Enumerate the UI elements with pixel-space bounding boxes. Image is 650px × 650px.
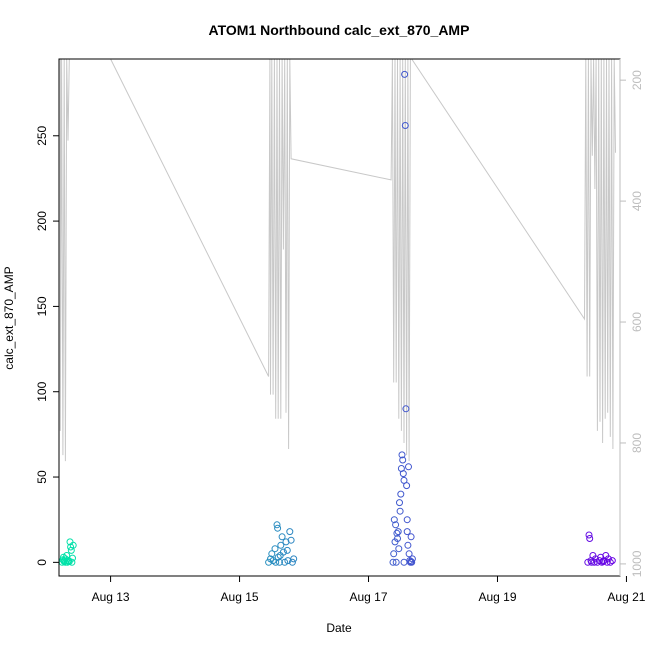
data-point xyxy=(408,558,416,566)
data-point xyxy=(599,558,607,565)
data-point xyxy=(401,70,409,78)
data-point xyxy=(390,516,398,524)
y2-tick-label: 600 xyxy=(630,312,644,332)
chart-title: ATOM1 Northbound calc_ext_870_AMP xyxy=(209,22,470,38)
y-tick-label: 100 xyxy=(35,381,49,401)
data-point xyxy=(608,557,616,565)
data-point xyxy=(276,558,283,566)
data-point xyxy=(288,558,296,566)
y2-tick-label: 1000 xyxy=(630,550,644,577)
data-point xyxy=(399,456,407,464)
data-point xyxy=(60,557,68,565)
data-point xyxy=(403,482,411,490)
y2-tick-label: 400 xyxy=(630,191,644,211)
data-point xyxy=(405,463,412,471)
x-tick-label: Aug 19 xyxy=(478,590,516,604)
data-point xyxy=(402,405,410,413)
data-point xyxy=(268,550,276,558)
depth-line-layer xyxy=(59,58,616,462)
y-axis-right: 200 400 600 800 1000 xyxy=(619,59,644,577)
data-point xyxy=(393,529,401,537)
data-point xyxy=(400,558,408,566)
plot-frame xyxy=(58,58,621,577)
data-point xyxy=(399,470,407,478)
depth-line xyxy=(59,58,616,462)
data-point xyxy=(391,538,399,546)
data-point xyxy=(394,528,402,536)
data-point xyxy=(277,541,285,549)
y-tick-label: 200 xyxy=(35,211,49,231)
data-point xyxy=(403,516,411,524)
x-tick-label: Aug 13 xyxy=(92,590,130,604)
data-point xyxy=(276,552,284,559)
y2-tick-label: 200 xyxy=(630,70,644,90)
data-point xyxy=(389,558,397,566)
x-axis: Aug 13 Aug 15 Aug 17 Aug 19 Aug 21 xyxy=(92,576,646,604)
data-point xyxy=(286,528,294,536)
data-point xyxy=(390,550,398,558)
data-point xyxy=(396,507,404,515)
y-axis-label: calc_ext_870_AMP xyxy=(2,266,16,369)
data-point xyxy=(287,536,295,544)
data-point xyxy=(392,558,400,566)
data-point xyxy=(278,533,286,541)
data-point xyxy=(274,524,282,532)
data-point xyxy=(392,521,400,529)
data-point xyxy=(65,558,73,565)
data-point xyxy=(396,499,403,507)
data-point xyxy=(271,545,279,553)
data-point xyxy=(401,122,409,129)
y-axis-left: 0 50 100 150 200 250 xyxy=(35,125,59,566)
x-tick-label: Aug 15 xyxy=(221,590,259,604)
data-point xyxy=(403,528,411,536)
x-tick-label: Aug 21 xyxy=(607,590,645,604)
data-point xyxy=(585,531,593,539)
y-tick-label: 0 xyxy=(35,559,49,566)
data-point xyxy=(606,558,614,566)
data-point xyxy=(598,558,606,566)
data-point xyxy=(61,558,69,566)
data-point xyxy=(395,545,403,553)
x-axis-label: Date xyxy=(326,621,352,635)
y-tick-label: 150 xyxy=(35,296,49,316)
data-point xyxy=(265,558,273,566)
data-point xyxy=(272,558,280,566)
data-point xyxy=(69,541,77,549)
data-point xyxy=(290,555,298,563)
data-point xyxy=(397,490,405,498)
data-point xyxy=(586,535,594,542)
data-point xyxy=(273,521,281,529)
y-tick-label: 50 xyxy=(35,470,49,484)
data-point xyxy=(283,546,291,554)
data-point xyxy=(405,550,413,558)
x-tick-label: Aug 17 xyxy=(349,590,387,604)
data-point xyxy=(407,558,415,565)
y2-tick-label: 800 xyxy=(630,433,644,453)
data-point xyxy=(407,533,415,541)
data-point xyxy=(398,451,406,459)
data-point xyxy=(588,558,596,566)
data-point xyxy=(404,541,412,549)
points-layer xyxy=(58,70,616,566)
y-tick-label: 250 xyxy=(35,125,49,145)
